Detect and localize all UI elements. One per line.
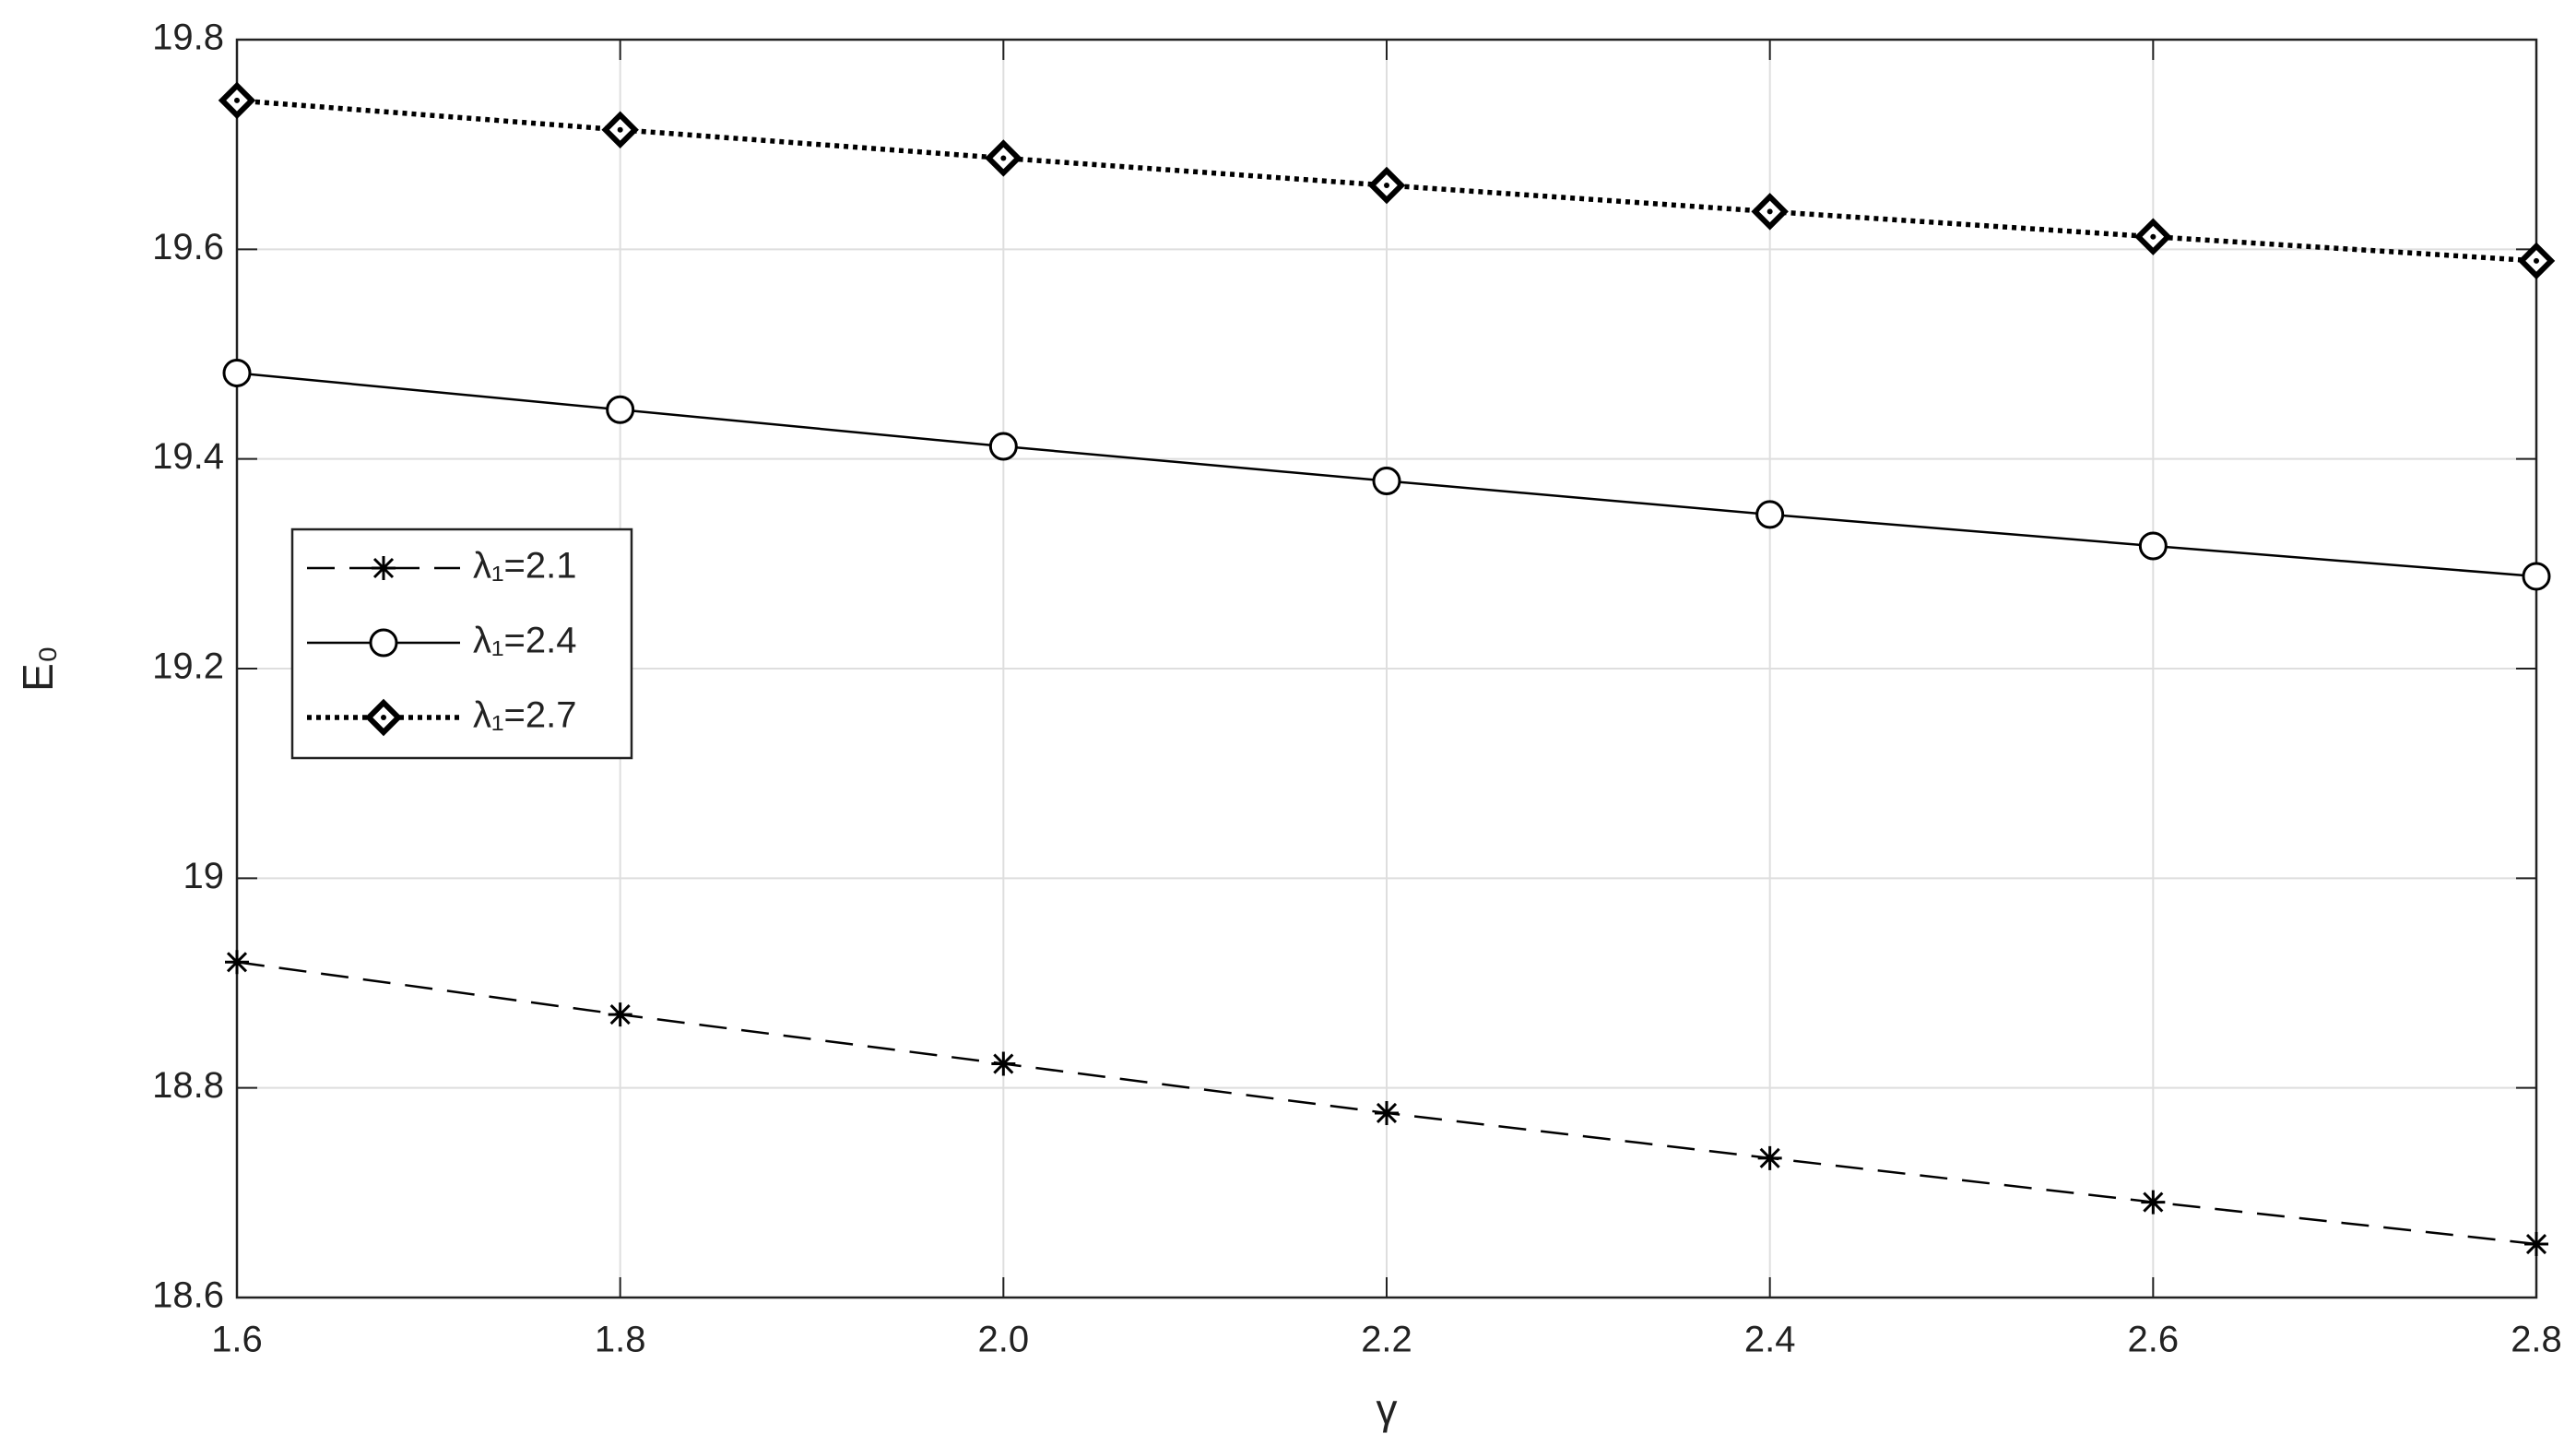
- marker: [2138, 531, 2168, 561]
- marker-shape: [1372, 467, 1401, 496]
- y-tick-label: 19.2: [152, 646, 224, 687]
- x-tick-label: 2.8: [2511, 1320, 2562, 1360]
- marker-shape: [2524, 1232, 2548, 1257]
- marker: [1372, 467, 1401, 496]
- x-tick-label: 1.8: [595, 1320, 646, 1360]
- marker-shape: [2522, 562, 2551, 591]
- marker-shape: [1375, 1100, 1399, 1125]
- x-tick-label: 2.6: [2128, 1320, 2180, 1360]
- marker-shape: [1757, 1145, 1782, 1170]
- marker: [1757, 1145, 1782, 1170]
- y-tick-label: 19.6: [152, 227, 224, 267]
- marker-shape: [381, 715, 386, 720]
- marker-shape: [2141, 1190, 2166, 1215]
- marker: [218, 81, 256, 120]
- y-tick-label: 18.6: [152, 1275, 224, 1316]
- y-tick-label: 19: [183, 856, 225, 896]
- legend-label: λ₁=2.7: [473, 695, 576, 736]
- marker: [608, 1002, 632, 1027]
- marker-shape: [2534, 257, 2539, 264]
- marker-shape: [234, 97, 240, 103]
- y-axis-label: E₀: [14, 646, 62, 692]
- marker-shape: [1755, 500, 1785, 529]
- marker-shape: [2138, 531, 2168, 561]
- y-tick-label: 19.4: [152, 436, 224, 477]
- y-tick-label: 18.8: [152, 1065, 224, 1106]
- plot-frame: [235, 38, 2538, 1299]
- marker: [606, 395, 635, 424]
- x-tick-label: 1.6: [211, 1320, 263, 1360]
- marker: [2522, 562, 2551, 591]
- x-axis-label: γ: [1377, 1385, 1398, 1433]
- x-tick-label: 2.0: [978, 1320, 1030, 1360]
- marker: [1755, 500, 1785, 529]
- marker-shape: [372, 556, 396, 580]
- marker: [2141, 1190, 2166, 1215]
- marker-shape: [1767, 208, 1773, 215]
- legend-label: λ₁=2.1: [473, 546, 576, 587]
- marker-shape: [225, 950, 249, 975]
- x-tick-label: 2.2: [1361, 1320, 1412, 1360]
- marker-shape: [617, 126, 623, 133]
- legend-label: λ₁=2.4: [473, 621, 576, 661]
- y-tick-label: 19.8: [152, 18, 224, 58]
- marker-shape: [1000, 155, 1007, 161]
- marker-shape: [2150, 233, 2157, 240]
- marker: [1367, 166, 1406, 205]
- marker: [2134, 218, 2172, 255]
- marker: [225, 950, 249, 975]
- x-tick-label: 2.4: [1744, 1320, 1796, 1360]
- marker: [369, 628, 398, 658]
- marker: [364, 698, 403, 737]
- marker-shape: [369, 628, 398, 658]
- marker: [988, 432, 1018, 461]
- marker-shape: [991, 1051, 1016, 1076]
- marker: [1751, 193, 1789, 231]
- marker: [985, 139, 1022, 177]
- marker: [1375, 1100, 1399, 1125]
- marker-shape: [606, 395, 635, 424]
- marker-shape: [222, 358, 252, 387]
- marker: [601, 111, 639, 148]
- marker: [222, 358, 252, 387]
- marker: [372, 556, 396, 580]
- marker-shape: [988, 432, 1018, 461]
- marker: [2517, 242, 2556, 280]
- marker: [991, 1051, 1016, 1076]
- marker-shape: [608, 1002, 632, 1027]
- marker-shape: [1384, 182, 1389, 188]
- marker: [2524, 1232, 2548, 1257]
